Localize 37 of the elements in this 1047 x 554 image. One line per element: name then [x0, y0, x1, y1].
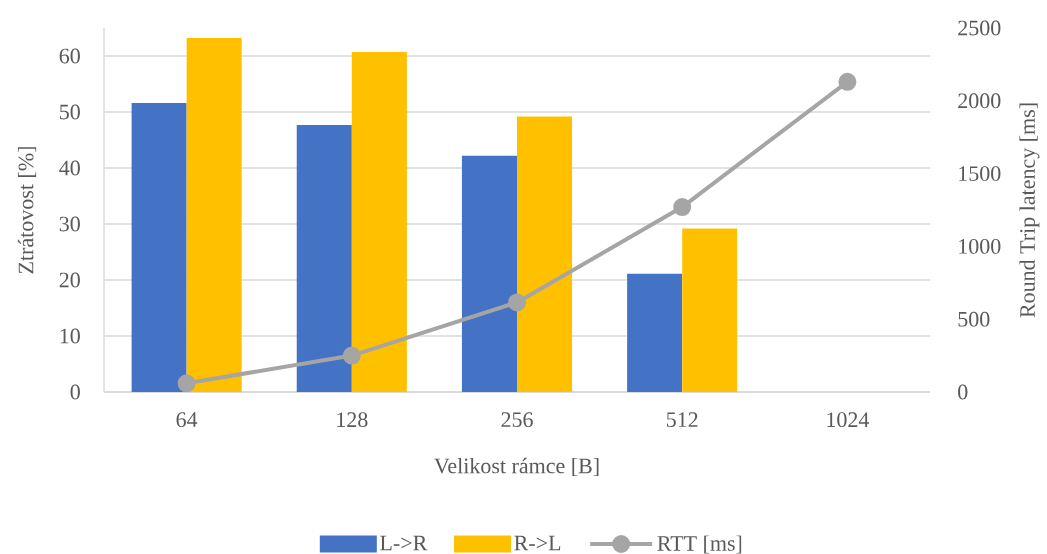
bar: [627, 273, 683, 392]
x-tick-label: 64: [176, 412, 198, 428]
y-tick-label: 40: [59, 160, 80, 176]
point: [177, 374, 196, 393]
point: [342, 346, 361, 365]
y2-tick-label: 1000: [959, 238, 1001, 254]
y-tick-label: 20: [59, 272, 80, 288]
x-tick-label: 128: [337, 412, 368, 428]
x-tick-label: 512: [666, 412, 698, 428]
y-tick-label: 50: [60, 104, 80, 120]
y2-tick-label: 2000: [958, 93, 1001, 109]
bar: [296, 124, 352, 392]
y2-tick-label: 2500: [958, 20, 1001, 36]
legend-label: R->L: [514, 535, 561, 551]
y2-tick-label: 1500: [959, 166, 1001, 182]
legend-label: RTT [ms]: [657, 535, 742, 554]
y-tick-label: 60: [59, 48, 80, 64]
point: [508, 293, 526, 312]
bar: [131, 103, 187, 392]
y2-tick-label: 0: [958, 384, 968, 400]
y-tick-label: 30: [59, 216, 80, 232]
x-tick-label: 1024: [827, 412, 870, 428]
bar: [186, 38, 242, 392]
legend-label: L->R: [380, 535, 428, 551]
x-axis-title: Velikost rámce [B]: [434, 457, 599, 477]
y-axis-title: Ztrátovost [%]: [17, 147, 37, 274]
x-tick-label: 256: [501, 412, 533, 428]
point: [673, 198, 692, 217]
y2-axis-title: Round Trip latency [ms]: [1019, 103, 1040, 318]
point: [838, 72, 857, 91]
y-tick-label: 10: [60, 328, 80, 344]
y2-tick-label: 500: [958, 311, 990, 327]
bar: [351, 52, 407, 392]
y-tick-label: 0: [70, 384, 80, 400]
bar: [461, 155, 517, 392]
bar: [682, 228, 738, 392]
bar: [517, 116, 573, 392]
